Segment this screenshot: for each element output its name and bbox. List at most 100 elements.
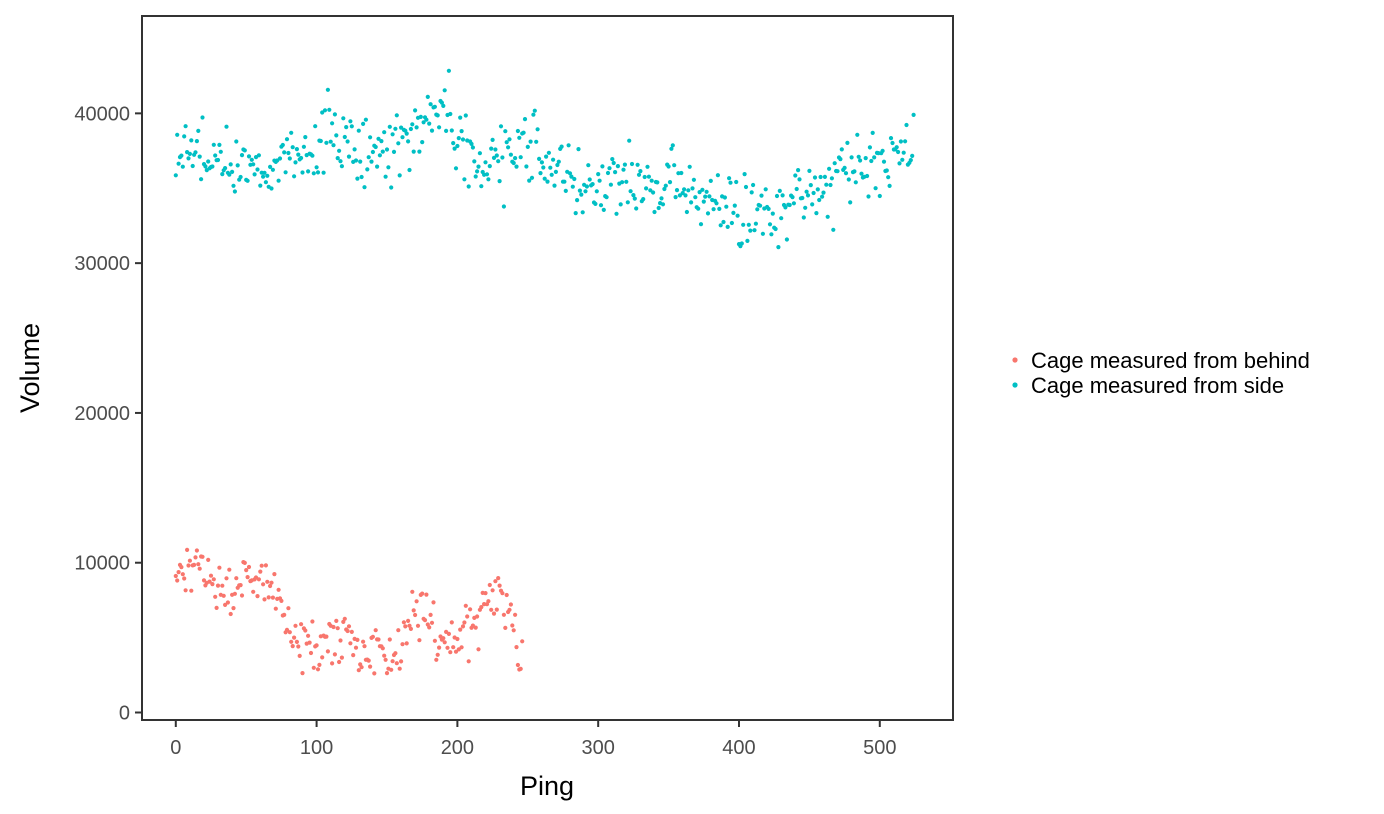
data-point [596,172,601,177]
data-point [556,159,561,164]
data-point [797,177,802,182]
y-axis-title: Volume [15,323,45,413]
data-point [210,164,215,169]
data-point [425,94,430,99]
data-point [904,122,909,128]
data-point [244,568,249,573]
data-point [727,176,732,181]
data-point [527,178,532,183]
data-point [763,187,768,192]
data-point [287,630,292,635]
x-tick-label: 100 [300,737,333,759]
data-point [217,142,222,147]
data-point [801,215,806,220]
data-point [348,119,353,124]
data-point [208,573,214,578]
data-point [435,113,440,118]
data-point [176,570,181,575]
data-point [479,184,484,189]
data-point [238,583,243,588]
data-point [175,578,180,583]
data-point [805,193,811,198]
data-point [390,132,395,137]
data-point [493,579,498,584]
data-point [293,160,298,165]
data-point [544,154,549,159]
data-point [634,206,639,211]
data-point [884,168,889,173]
data-point [528,139,533,144]
data-point [383,174,388,179]
data-point [628,189,633,194]
data-point [376,637,381,642]
data-point [223,602,228,608]
data-point [227,172,232,177]
data-point [192,562,197,568]
y-tick-label: 30000 [74,253,130,275]
data-point [445,645,450,650]
data-point [479,605,484,610]
data-point [386,165,391,170]
data-point [677,193,683,198]
data-point [759,193,764,198]
data-point [362,644,367,649]
data-point [708,178,713,183]
data-point [507,137,512,142]
data-point [477,151,482,156]
data-point [863,156,868,161]
data-point [251,589,256,594]
data-point [704,189,709,194]
data-point [408,626,413,632]
data-point [299,155,304,161]
data-point [783,205,788,210]
data-point [827,166,832,171]
data-point [437,645,442,650]
data-point [804,189,809,194]
data-point [182,134,187,139]
data-point [365,167,370,172]
data-point [462,177,467,182]
data-point [598,203,604,208]
data-point [231,183,236,188]
data-point [508,152,513,157]
data-point [407,623,412,628]
data-point [888,136,894,141]
data-point [563,188,568,193]
data-point [444,128,449,133]
data-point [335,156,340,161]
data-point [803,205,808,210]
data-point [294,147,299,152]
data-point [446,68,451,73]
data-point [820,194,825,199]
data-point [749,190,754,195]
data-point [691,177,697,182]
data-point [517,135,522,140]
data-point [865,173,870,179]
data-point [377,153,382,158]
data-point [314,165,319,170]
data-point [622,162,628,167]
data-point [282,150,287,155]
data-point [256,577,261,582]
data-point [213,594,218,599]
data-point [524,164,529,169]
data-point [514,164,519,169]
x-axis-title: Ping [520,771,574,801]
data-point [490,588,495,593]
data-point [752,228,757,233]
data-point [408,126,413,132]
data-point [535,127,540,132]
data-point [490,137,495,142]
data-point [745,238,750,243]
data-point [414,599,419,604]
legend-key [1012,382,1018,388]
data-point [777,188,782,193]
data-point [259,563,264,568]
data-point [562,179,567,184]
data-point [877,193,882,199]
data-point [881,159,887,164]
data-point [182,576,187,581]
data-point [497,583,502,588]
plot-panel [141,15,954,721]
data-point [456,136,461,141]
